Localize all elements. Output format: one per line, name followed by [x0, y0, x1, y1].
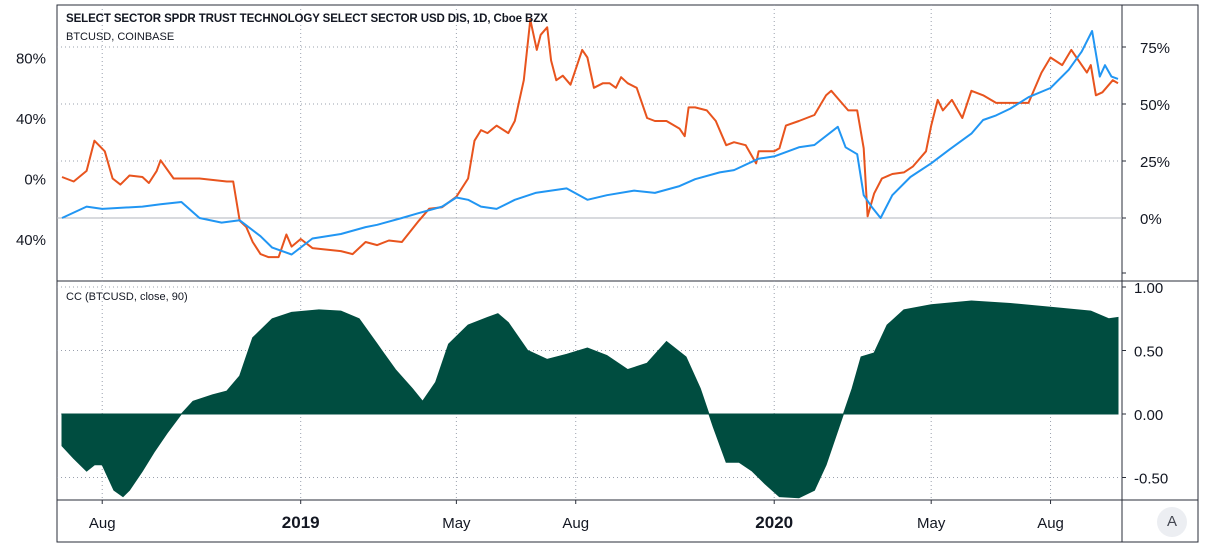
- main-chart-title: SELECT SECTOR SPDR TRUST TECHNOLOGY SELE…: [66, 13, 548, 25]
- left-axis-tick-label: 40%: [16, 232, 46, 249]
- xlk-line-series: [61, 30, 1119, 256]
- time-axis-tick-label: May: [917, 515, 946, 532]
- time-axis-tick-label: Aug: [1037, 515, 1064, 532]
- right-axis-tick-label: 50%: [1140, 97, 1170, 114]
- left-axis-tick-label: 40%: [16, 111, 46, 128]
- cc-axis-tick-label: 1.00: [1134, 280, 1163, 297]
- time-axis-tick-label: May: [442, 515, 471, 532]
- cc-axis-tick-label: -0.50: [1134, 471, 1168, 488]
- time-axis-tick-label: 2019: [282, 513, 320, 532]
- auto-scale-button[interactable]: A: [1157, 507, 1187, 537]
- time-axis-tick-label: 2020: [755, 513, 793, 532]
- right-axis-tick-label: 25%: [1140, 154, 1170, 171]
- main-chart-subtitle: BTCUSD, COINBASE: [66, 31, 175, 43]
- right-axis-tick-label: 0%: [1140, 211, 1162, 228]
- indicator-title: CC (BTCUSD, close, 90): [66, 291, 188, 303]
- chart-frame: [56, 4, 1199, 543]
- time-axis-tick-label: Aug: [89, 515, 116, 532]
- right-axis-tick-label: 75%: [1140, 40, 1170, 57]
- btcusd-line-series: [61, 18, 1119, 259]
- cc-axis-tick-label: 0.50: [1134, 344, 1163, 361]
- cc-axis-tick-label: 0.00: [1134, 407, 1163, 424]
- left-axis-tick-label: 0%: [24, 172, 46, 189]
- time-axis-tick-label: Aug: [562, 515, 589, 532]
- cc-area-series: [61, 300, 1119, 499]
- left-axis-tick-label: 80%: [16, 51, 46, 68]
